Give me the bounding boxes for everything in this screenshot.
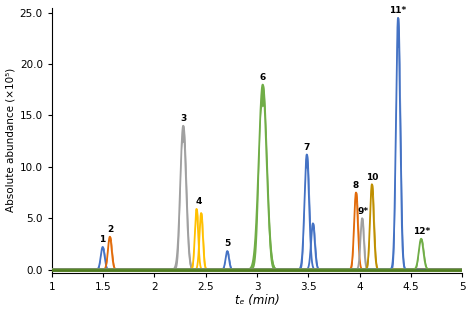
Text: 11*: 11* [390, 6, 406, 15]
X-axis label: tₑ (min): tₑ (min) [235, 295, 279, 307]
Text: 3: 3 [180, 114, 187, 123]
Text: 9*: 9* [357, 207, 368, 216]
Text: 1: 1 [99, 235, 106, 244]
Text: 6: 6 [260, 73, 266, 82]
Text: 12*: 12* [413, 227, 430, 236]
Text: 7: 7 [304, 143, 310, 152]
Text: 2: 2 [108, 225, 114, 234]
Text: 5: 5 [224, 239, 230, 249]
Y-axis label: Absolute abundance (×10⁵): Absolute abundance (×10⁵) [6, 68, 16, 212]
Text: 8: 8 [352, 181, 358, 190]
Text: 10: 10 [366, 173, 379, 182]
Text: 4: 4 [196, 198, 202, 206]
